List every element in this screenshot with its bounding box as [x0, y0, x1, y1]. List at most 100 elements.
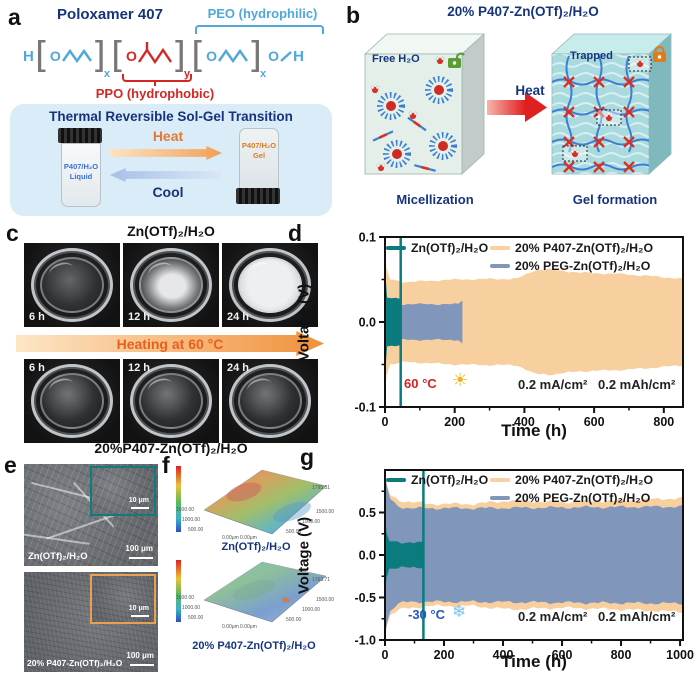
- legend-item: 20% P407-Zn(OTf)₂/H₂O: [490, 473, 653, 487]
- current-density-annotation-d: 0.2 mA/cm²: [518, 377, 588, 392]
- topography-map-znotf: [176, 466, 327, 535]
- panel-e-label: e: [4, 452, 17, 478]
- voltage-time-chart-minus30C: 0 200 400 600 800 1000 0.5 0.0 -0.5 -1.0: [354, 469, 694, 660]
- closed-lock-icon: [653, 45, 666, 62]
- legend-label: 20% P407-Zn(OTf)₂/H₂O: [515, 473, 654, 487]
- scale-bar: [131, 615, 149, 617]
- bond: [280, 51, 292, 62]
- y-axis-label-g: Voltage (V): [295, 516, 313, 595]
- svg-text:-1.0: -1.0: [354, 634, 376, 648]
- vial-left-label-2: Liquid: [69, 172, 93, 181]
- peo-brace: [195, 25, 324, 34]
- ppo-brace-tick: [154, 80, 156, 86]
- time-label: 12 h: [128, 311, 151, 323]
- open-lock-icon: [448, 52, 465, 68]
- sun-icon: ☀: [452, 370, 469, 390]
- axis-tick: 500.00: [286, 617, 302, 623]
- trapped-water-box: [628, 56, 652, 72]
- vial-right-label-1: P407/H₂O: [241, 141, 277, 150]
- svg-text:1000: 1000: [666, 648, 694, 660]
- ppo-label: PPO (hydrophobic): [95, 86, 215, 101]
- atom-o: O: [126, 48, 137, 64]
- axis-corner: 1795.31: [312, 485, 331, 491]
- panel-b-label: b: [346, 2, 361, 28]
- vial-right-label-2: Gel: [252, 151, 266, 160]
- svg-text:0: 0: [382, 415, 389, 426]
- subscript-x: x: [103, 68, 110, 80]
- legend-item: 20% PEG-Zn(OTf)₂/H₂O: [490, 491, 650, 505]
- peo-label: PEO (hydrophilic): [207, 6, 318, 21]
- sem-inset: 10 μm: [90, 574, 156, 624]
- micellization-label: Micellization: [396, 192, 474, 207]
- topography-map-p407: [176, 560, 327, 623]
- micelle-gel-illustration: [363, 33, 673, 175]
- solgel-title: Thermal Reversible Sol-Gel Transition: [49, 109, 293, 124]
- beaker: [229, 248, 311, 322]
- legend-item: 20% P407-Zn(OTf)₂/H₂O: [490, 241, 653, 255]
- cool-label: Cool: [152, 184, 184, 200]
- axis-tick: 1500.00: [316, 509, 335, 515]
- legend-item: Zn(OTf)₂/H₂O: [386, 241, 488, 255]
- sem-image-p407: 10 μm 20% P407-Zn(OTf)₂/H₂O 100 μm: [24, 572, 158, 672]
- poloxamer-title: Poloxamer 407: [57, 6, 163, 23]
- beaker: [31, 248, 113, 322]
- peo-bond-zigzag: [61, 48, 92, 64]
- legend-item: Zn(OTf)₂/H₂O: [386, 473, 488, 487]
- bracket-open: [: [34, 34, 49, 76]
- beaker: [130, 364, 212, 438]
- svg-text:0.0: 0.0: [359, 549, 376, 563]
- heating-arrow: [16, 331, 324, 356]
- time-label: 24 h: [227, 362, 250, 374]
- svg-text:400: 400: [493, 648, 514, 660]
- beaker-photo: 12 h: [123, 359, 219, 443]
- vial-cap: [58, 128, 102, 143]
- axis-tick: 1000.00: [182, 517, 201, 523]
- panel-d-label: d: [288, 220, 303, 246]
- beaker-photo: 6 h: [24, 243, 120, 327]
- trapped-water-box: [596, 109, 622, 126]
- svg-text:600: 600: [552, 648, 573, 660]
- svg-text:-0.1: -0.1: [354, 401, 376, 415]
- legend-swatch: [490, 246, 510, 250]
- bracket-close: ]: [248, 34, 263, 76]
- ppo-bond-zigzag: [137, 42, 172, 65]
- svg-text:800: 800: [653, 415, 674, 426]
- capacity-annotation-d: 0.2 mAh/cm²: [598, 377, 676, 392]
- sem-label: Zn(OTf)₂/H₂O: [28, 551, 88, 562]
- axis-origin: 0.00μm: [240, 535, 257, 541]
- temperature-annotation-d: 60 °C: [404, 376, 437, 391]
- time-label: 6 h: [29, 311, 45, 323]
- inset-scale-text: 10 μm: [128, 605, 149, 612]
- x-axis-label-d: Time (h): [501, 421, 567, 440]
- legend-label: 20% PEG-Zn(OTf)₂/H₂O: [515, 259, 651, 273]
- axis-tick: 1500.00: [176, 595, 195, 601]
- svg-text:-0.5: -0.5: [354, 591, 376, 605]
- panel-b-title: 20% P407-Zn(OTf)₂/H₂O: [447, 4, 599, 19]
- inset-scale-text: 10 μm: [128, 497, 149, 504]
- legend-label: 20% PEG-Zn(OTf)₂/H₂O: [515, 491, 651, 505]
- atom-h: H: [23, 47, 34, 65]
- temperature-annotation-g: -30 °C: [408, 607, 445, 622]
- subscript-y: y: [183, 68, 191, 80]
- beaker: [229, 364, 311, 438]
- panel-f-label: f: [162, 452, 170, 478]
- bracket-close: ]: [171, 34, 186, 76]
- snowflake-icon: ❄: [452, 602, 467, 621]
- beaker: [130, 248, 212, 322]
- polymer-structure: H [ O ] x [ O ] y [ O ] x O H: [22, 30, 305, 82]
- legend-item: 20% PEG-Zn(OTf)₂/H₂O: [490, 259, 650, 273]
- scale-text: 100 μm: [126, 651, 154, 660]
- solgel-box: Thermal Reversible Sol-Gel Transition P4…: [10, 104, 332, 216]
- axis-tick: 1000.00: [302, 607, 321, 613]
- scale-bar: [130, 664, 154, 666]
- panel-g-label: g: [300, 444, 315, 470]
- heat-label-b: Heat: [515, 83, 545, 98]
- axis-tick: 1000.00: [302, 519, 321, 525]
- free-water-label: Free H₂O: [372, 53, 420, 65]
- legend-swatch: [490, 264, 510, 268]
- vial-left-label-1: P407/H₂O: [63, 162, 99, 171]
- beaker: [31, 364, 113, 438]
- svg-text:400: 400: [514, 415, 535, 426]
- panel-c-title-bottom: 20%P407-Zn(OTf)₂/H₂O: [94, 440, 248, 456]
